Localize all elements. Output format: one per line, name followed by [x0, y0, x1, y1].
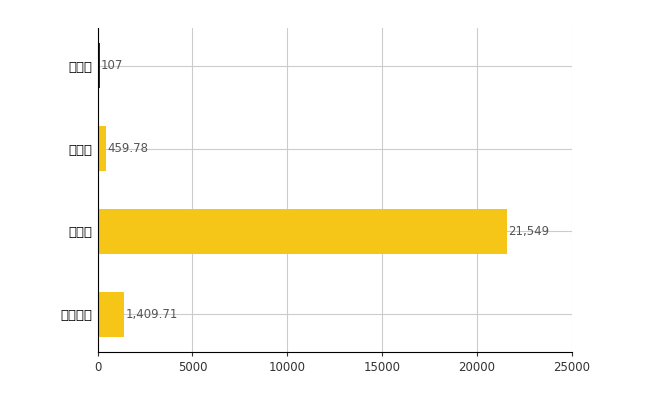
Bar — [98, 292, 124, 337]
Text: 459.78: 459.78 — [108, 142, 149, 155]
Text: 107: 107 — [101, 59, 124, 72]
Bar — [98, 126, 106, 171]
Bar — [98, 209, 506, 254]
Text: 1,409.71: 1,409.71 — [125, 308, 178, 321]
Text: 21,549: 21,549 — [508, 225, 549, 238]
Bar — [98, 43, 99, 88]
